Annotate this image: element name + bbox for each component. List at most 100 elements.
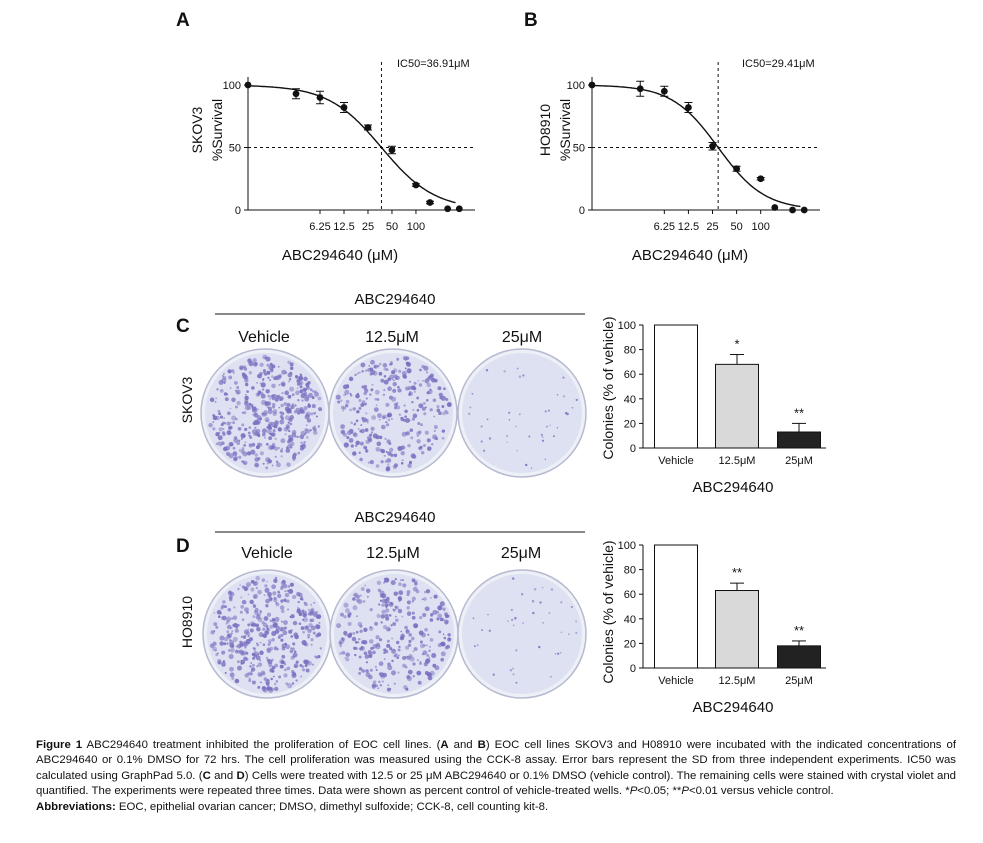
colony	[296, 591, 301, 597]
colony	[263, 436, 267, 439]
colony	[309, 629, 312, 632]
x-tick-label: Vehicle	[658, 455, 693, 467]
colony	[295, 679, 298, 682]
colony	[284, 433, 287, 436]
colony	[212, 427, 216, 431]
colony	[227, 411, 231, 416]
colony	[293, 650, 297, 654]
colony	[351, 636, 357, 642]
colony	[283, 402, 288, 406]
colony	[378, 371, 383, 376]
plot-area-a: 0 50 100 6.25 12.5 25 50 100	[223, 62, 475, 233]
colony	[217, 409, 221, 413]
colony	[292, 642, 296, 646]
colony	[397, 385, 400, 389]
colony	[560, 601, 563, 604]
colony	[438, 392, 443, 397]
colony	[232, 623, 236, 627]
colony	[398, 369, 402, 373]
colony	[408, 380, 411, 383]
colony	[288, 437, 293, 442]
colony	[263, 594, 266, 597]
colony	[268, 426, 273, 430]
colony	[209, 397, 215, 403]
data-point	[364, 124, 372, 131]
colony	[248, 370, 253, 375]
colony	[432, 663, 437, 668]
colony	[257, 457, 261, 461]
colony	[306, 418, 312, 423]
colony	[397, 648, 401, 652]
colony	[238, 439, 241, 442]
colony	[404, 665, 408, 669]
colony	[411, 611, 415, 615]
colony	[393, 591, 399, 596]
colony	[391, 637, 394, 640]
colony	[348, 376, 354, 382]
colony	[291, 429, 297, 435]
colony	[409, 428, 414, 432]
colony	[381, 680, 384, 683]
colony	[397, 445, 403, 452]
x-tick-label: 25	[362, 221, 374, 233]
bar	[654, 544, 698, 669]
colony	[440, 651, 446, 657]
colony	[273, 682, 277, 686]
colony	[221, 662, 226, 667]
colony	[338, 641, 343, 645]
y-tick-label: 20	[624, 638, 636, 650]
colony	[378, 418, 381, 421]
colony	[392, 622, 397, 626]
caption-ref-a: A	[440, 739, 449, 751]
bar	[654, 324, 698, 449]
colony	[229, 672, 235, 678]
colony	[296, 376, 299, 379]
colony	[360, 646, 364, 650]
colony	[378, 680, 381, 684]
colony	[268, 421, 273, 426]
colony	[277, 593, 282, 599]
colony	[302, 610, 307, 616]
colony	[438, 411, 442, 416]
colony	[259, 681, 262, 684]
colony	[296, 387, 299, 390]
colony	[426, 382, 431, 388]
colony	[291, 647, 295, 651]
colony	[237, 587, 240, 591]
panel-letter-b: B	[524, 10, 538, 31]
colony	[556, 393, 559, 396]
colony	[361, 669, 365, 673]
colony	[310, 643, 313, 646]
colony	[243, 586, 248, 592]
colony	[440, 395, 446, 401]
colony	[241, 372, 246, 377]
colony	[540, 433, 544, 436]
y-axis-label-c: Colonies (% of vehicle)	[600, 316, 616, 459]
colony	[412, 586, 418, 592]
colony	[258, 442, 263, 447]
colony	[229, 442, 234, 447]
colony	[562, 376, 565, 379]
colony	[227, 607, 232, 612]
colony	[236, 665, 243, 671]
colony	[406, 590, 411, 594]
colony	[248, 443, 253, 448]
colony	[285, 426, 290, 430]
colony	[249, 402, 252, 406]
colony	[295, 390, 300, 396]
colony	[250, 662, 253, 665]
colony	[541, 436, 544, 438]
colony	[358, 637, 361, 641]
colony	[235, 645, 238, 648]
colony	[252, 421, 257, 426]
colony	[244, 645, 247, 649]
colony	[366, 421, 369, 424]
colony	[249, 628, 254, 633]
colony	[251, 403, 254, 407]
colony	[360, 428, 365, 434]
colony	[220, 606, 224, 610]
colony	[230, 369, 235, 373]
colony	[364, 428, 369, 432]
colony	[524, 463, 528, 467]
caption-p-value: P	[629, 785, 638, 798]
